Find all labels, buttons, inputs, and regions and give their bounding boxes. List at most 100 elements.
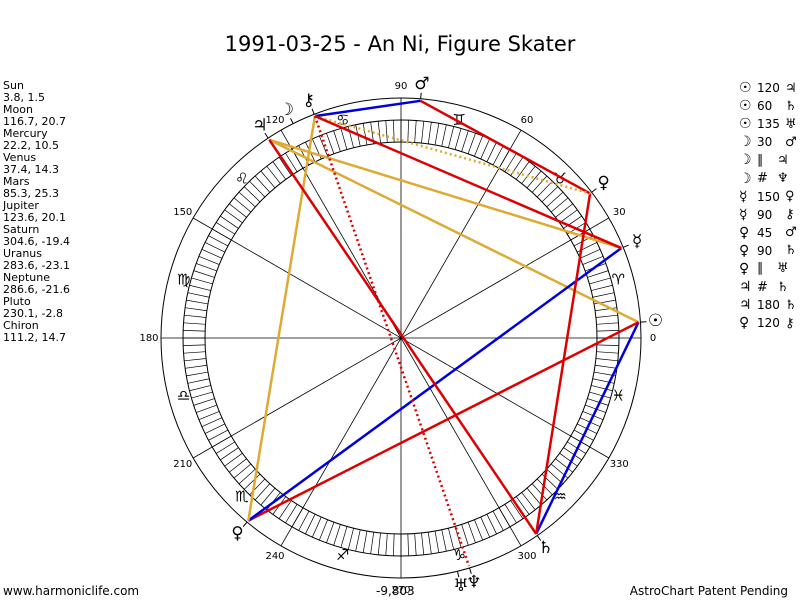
planet-coords-mars: 85.3, 25.3 — [3, 187, 59, 200]
degree-tick — [204, 242, 225, 253]
planet-name-saturn: Saturn — [3, 223, 40, 236]
degree-tick — [183, 344, 206, 346]
degree-tick — [414, 120, 417, 143]
degree-label: 30 — [613, 207, 626, 218]
degree-tick — [504, 504, 517, 524]
degree-tick — [393, 120, 395, 143]
aspect-row: ♃ 180 ♄ — [739, 296, 797, 314]
degree-tick — [362, 123, 368, 146]
aspect-planet-2: ♂ — [785, 134, 797, 150]
aspect-angle: 90 — [757, 207, 773, 222]
aspect-angle: 180 — [757, 298, 780, 313]
degree-tick — [486, 141, 497, 162]
degree-tick — [589, 277, 611, 285]
degree-tick — [531, 175, 548, 193]
planet-glyph-venus: ♀ — [597, 173, 609, 193]
zodiac-sign-glyph: ♐ — [336, 546, 349, 564]
zodiac-sign-glyph: ♎ — [177, 387, 190, 405]
degree-tick — [492, 145, 504, 166]
degree-tick — [193, 270, 215, 278]
degree-tick — [563, 447, 582, 461]
degree-tick — [347, 528, 354, 550]
degree-tick — [531, 483, 548, 501]
degree-tick — [224, 452, 243, 467]
aspect-parallel-symbol: ∥ — [757, 261, 764, 277]
planet-name-venus: Venus — [3, 151, 37, 164]
degree-tick — [555, 458, 574, 473]
degree-tick — [454, 128, 462, 150]
aspect-row: ☿ 90 ⚷ — [739, 206, 797, 224]
degree-tick — [515, 161, 530, 180]
planet-glyph-mercury: ☿ — [632, 232, 642, 252]
aspect-row: ♀ 90 ♄ — [739, 242, 797, 260]
planet-glyph-chiron: ⚷ — [303, 90, 315, 110]
degree-tick — [526, 487, 542, 506]
degree-tick — [198, 256, 220, 265]
degree-tick — [326, 522, 335, 543]
aspect-planet-2: ♅ — [785, 116, 797, 132]
planet-glyph-moon: ☽ — [279, 100, 294, 120]
planet-marker-neptune — [469, 567, 472, 574]
planet-coords-mercury: 22.2, 10.5 — [3, 139, 59, 152]
degree-tick — [198, 411, 220, 420]
aspect-planet-2: ♅ — [777, 261, 789, 277]
aspect-planet-2: ♄ — [785, 243, 797, 259]
aspect-planet-2: ♂ — [785, 225, 797, 241]
degree-tick — [589, 391, 611, 399]
degree-tick — [278, 500, 292, 519]
planet-glyph-uranus: ♅ — [453, 576, 468, 596]
aspect-line-sun-jupiter — [268, 138, 640, 324]
aspect-row: ☽ # ♆ — [739, 169, 797, 187]
degree-tick — [243, 186, 261, 203]
degree-tick — [326, 133, 335, 154]
planet-glyph-sun: ☉ — [648, 311, 663, 331]
degree-tick — [546, 191, 564, 208]
planet-coords-pluto: 230.1, -2.8 — [3, 307, 63, 320]
degree-tick — [407, 120, 409, 143]
aspect-angle: 90 — [757, 243, 773, 258]
aspect-row: ☉ 120 ♃ — [739, 79, 797, 97]
degree-tick — [362, 530, 368, 553]
degree-tick — [220, 447, 239, 461]
degree-label: 330 — [610, 459, 629, 470]
aspect-line-venus-saturn — [534, 193, 592, 535]
degree-tick — [249, 180, 266, 198]
aspect-planet-1: ☉ — [739, 98, 752, 115]
degree-tick — [183, 330, 206, 332]
degree-tick — [492, 510, 504, 531]
degree-tick — [185, 364, 207, 369]
aspect-planet-1: ♃ — [739, 279, 752, 296]
degree-tick — [238, 468, 256, 485]
zodiac-sign-glyph: ♋ — [336, 111, 349, 129]
aspect-line-chiron-neptune — [313, 115, 471, 567]
aspect-planet-2: ♄ — [777, 279, 789, 295]
aspect-planet-1: ☿ — [739, 188, 748, 205]
degree-tick — [187, 378, 210, 384]
degree-tick — [596, 344, 619, 346]
degree-tick — [185, 307, 207, 312]
aspect-parallel-symbol: # — [757, 279, 768, 295]
degree-tick — [414, 533, 417, 556]
degree-tick — [541, 186, 559, 203]
degree-tick — [510, 500, 524, 519]
degree-tick — [184, 314, 207, 318]
planet-marker-saturn — [536, 535, 542, 541]
degree-label: 120 — [265, 115, 284, 126]
aspect-line-mars-chiron — [314, 99, 421, 118]
degree-tick — [461, 524, 469, 546]
degree-tick — [536, 180, 553, 198]
degree-tick — [467, 133, 476, 154]
planet-coords-chiron: 111.2, 14.7 — [3, 331, 66, 344]
degree-tick — [266, 165, 281, 184]
degree-tick — [504, 152, 517, 172]
degree-tick — [480, 516, 490, 538]
degree-tick — [285, 152, 298, 172]
aspect-planet-1: ☿ — [739, 206, 748, 223]
aspect-line-mercury-jupiter — [268, 138, 622, 250]
aspect-angle: 30 — [757, 135, 773, 150]
planet-name-mercury: Mercury — [3, 127, 48, 140]
planet-marker-venus — [591, 188, 597, 193]
degree-tick — [427, 532, 432, 554]
degree-tick — [393, 533, 395, 556]
